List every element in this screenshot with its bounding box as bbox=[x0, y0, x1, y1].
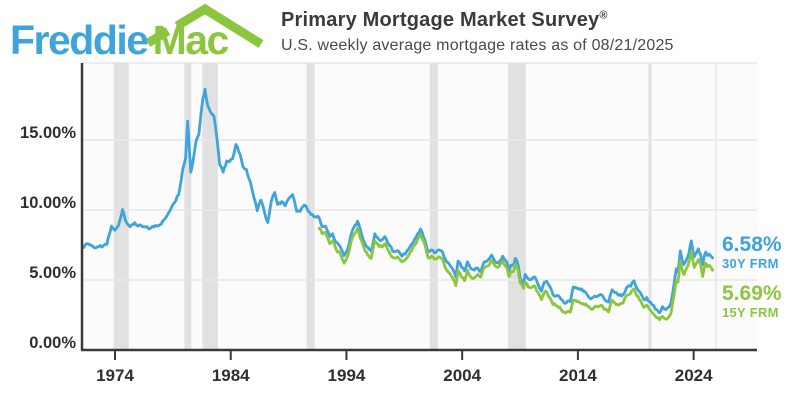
recession-band bbox=[648, 63, 652, 350]
rate-label-30y: 30Y FRM bbox=[722, 256, 779, 271]
registered-mark: ® bbox=[599, 9, 608, 22]
recession-band bbox=[202, 63, 218, 350]
recession-band bbox=[306, 63, 315, 350]
title-block: Primary Mortgage Market Survey® U.S. wee… bbox=[281, 9, 674, 55]
y-tick-label: 0.00% bbox=[29, 334, 76, 352]
freddie-mac-logo: Freddie Mac bbox=[10, 3, 270, 63]
y-tick-label: 10.00% bbox=[20, 194, 76, 212]
chart-title: Primary Mortgage Market Survey® bbox=[281, 9, 608, 31]
rate-value-30y: 6.58% bbox=[722, 233, 782, 256]
x-tick-label: 1984 bbox=[212, 366, 250, 385]
y-tick-label: 5.00% bbox=[29, 264, 76, 282]
logo-word-mac: Mac bbox=[152, 17, 230, 63]
recession-band bbox=[429, 63, 438, 350]
x-tick-label: 2014 bbox=[559, 366, 597, 385]
series-line-15y-frm bbox=[317, 226, 714, 322]
header: Freddie Mac Primary Mortgage Market Surve… bbox=[0, 0, 800, 63]
house-roof-icon bbox=[145, 3, 264, 48]
logo-text: Freddie Mac bbox=[10, 17, 230, 63]
series-line-30y-frm bbox=[82, 87, 714, 315]
recession-band bbox=[507, 63, 526, 350]
rate-value-15y: 5.69% bbox=[722, 282, 782, 305]
recession-band bbox=[184, 63, 192, 350]
x-tick-label: 1974 bbox=[96, 366, 134, 385]
x-tick-label: 1994 bbox=[328, 366, 366, 385]
logo-word-freddie: Freddie bbox=[10, 17, 149, 63]
x-tick-label: 2024 bbox=[675, 366, 713, 385]
chart-subtitle: U.S. weekly average mortgage rates as of… bbox=[281, 37, 674, 54]
plot-background bbox=[82, 63, 757, 350]
rate-label-15y: 15Y FRM bbox=[722, 305, 779, 320]
recession-band bbox=[113, 63, 129, 350]
y-tick-label: 15.00% bbox=[20, 124, 76, 142]
x-tick-label: 2004 bbox=[443, 366, 481, 385]
